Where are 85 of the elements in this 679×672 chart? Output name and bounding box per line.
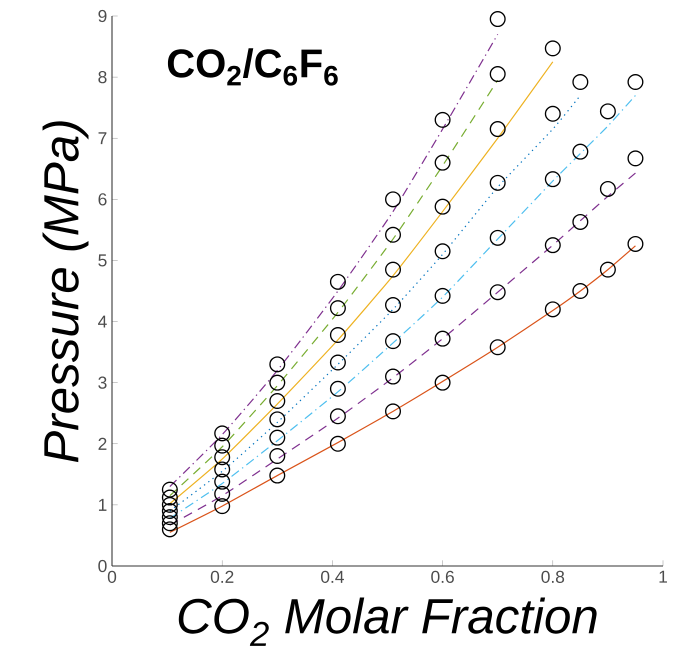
x-tick-label: 1	[660, 570, 667, 583]
point	[490, 174, 506, 191]
x-tick-label: 0.4	[321, 570, 344, 583]
point	[214, 425, 230, 442]
point	[434, 288, 451, 304]
y-tick-label: 2	[98, 438, 106, 450]
point	[434, 198, 451, 215]
point	[490, 339, 506, 356]
x-tick-label: 0.8	[541, 570, 564, 583]
point	[214, 461, 230, 478]
line-series	[169, 245, 636, 533]
point	[330, 300, 346, 316]
point	[162, 490, 178, 506]
point	[385, 226, 402, 243]
y-tick-label: 1	[98, 498, 106, 511]
point	[627, 74, 644, 90]
point	[572, 74, 588, 90]
point	[269, 356, 286, 372]
point	[490, 11, 506, 28]
annotation: CO$_{2}$/C$_{6}$F$_{6}$	[168, 48, 338, 86]
x-tick-label: 0	[108, 570, 116, 583]
point	[385, 191, 402, 208]
point	[214, 474, 230, 490]
point	[434, 374, 451, 391]
point	[214, 438, 230, 454]
point	[434, 154, 451, 171]
point	[162, 515, 178, 532]
point	[330, 327, 346, 344]
point	[544, 40, 561, 56]
y-tick-label: 8	[98, 70, 107, 84]
point	[490, 121, 506, 138]
point	[572, 144, 588, 160]
y-tick-label: 5	[98, 254, 107, 266]
point	[385, 368, 402, 385]
point	[330, 354, 346, 371]
point	[600, 180, 616, 197]
x-tick-label: 0.2	[210, 570, 234, 583]
point	[434, 243, 451, 260]
point	[490, 66, 506, 82]
point	[269, 392, 286, 410]
point	[269, 448, 286, 464]
y-axis-title: Pressure (MPa)	[42, 121, 88, 462]
point	[600, 103, 616, 120]
point	[330, 274, 346, 290]
point	[544, 106, 561, 122]
x-axis-title: CO$_{2}$ Molar Fraction	[178, 597, 597, 646]
point	[434, 330, 451, 347]
point	[162, 482, 178, 498]
point	[572, 282, 588, 300]
point	[269, 411, 286, 428]
point	[385, 262, 402, 278]
point	[330, 408, 346, 424]
y-tick-label: 9	[98, 10, 106, 22]
point	[544, 171, 561, 188]
y-tick-label: 7	[98, 132, 106, 144]
y-tick-label: 4	[98, 316, 107, 328]
y-tick-label: 0	[98, 560, 107, 572]
point	[490, 230, 506, 246]
point	[162, 521, 178, 538]
y-tick-label: 3	[98, 376, 107, 389]
point	[434, 112, 451, 128]
point	[490, 284, 506, 300]
point	[385, 333, 402, 350]
point	[330, 380, 346, 397]
point	[627, 236, 644, 252]
y-tick-label: 6	[98, 193, 107, 206]
point	[330, 436, 346, 452]
point	[162, 496, 178, 513]
point	[544, 301, 561, 318]
point	[214, 449, 230, 466]
point	[544, 237, 561, 254]
point	[385, 297, 402, 314]
point	[269, 430, 286, 446]
point	[162, 509, 178, 526]
point	[627, 150, 644, 166]
point	[600, 262, 616, 278]
point	[214, 498, 230, 514]
point	[572, 214, 588, 230]
point	[214, 486, 230, 502]
x-tick-label: 0.6	[431, 570, 454, 583]
line-series	[169, 172, 636, 526]
point	[385, 403, 402, 420]
point	[269, 468, 286, 484]
point	[269, 374, 286, 391]
point	[162, 502, 178, 520]
